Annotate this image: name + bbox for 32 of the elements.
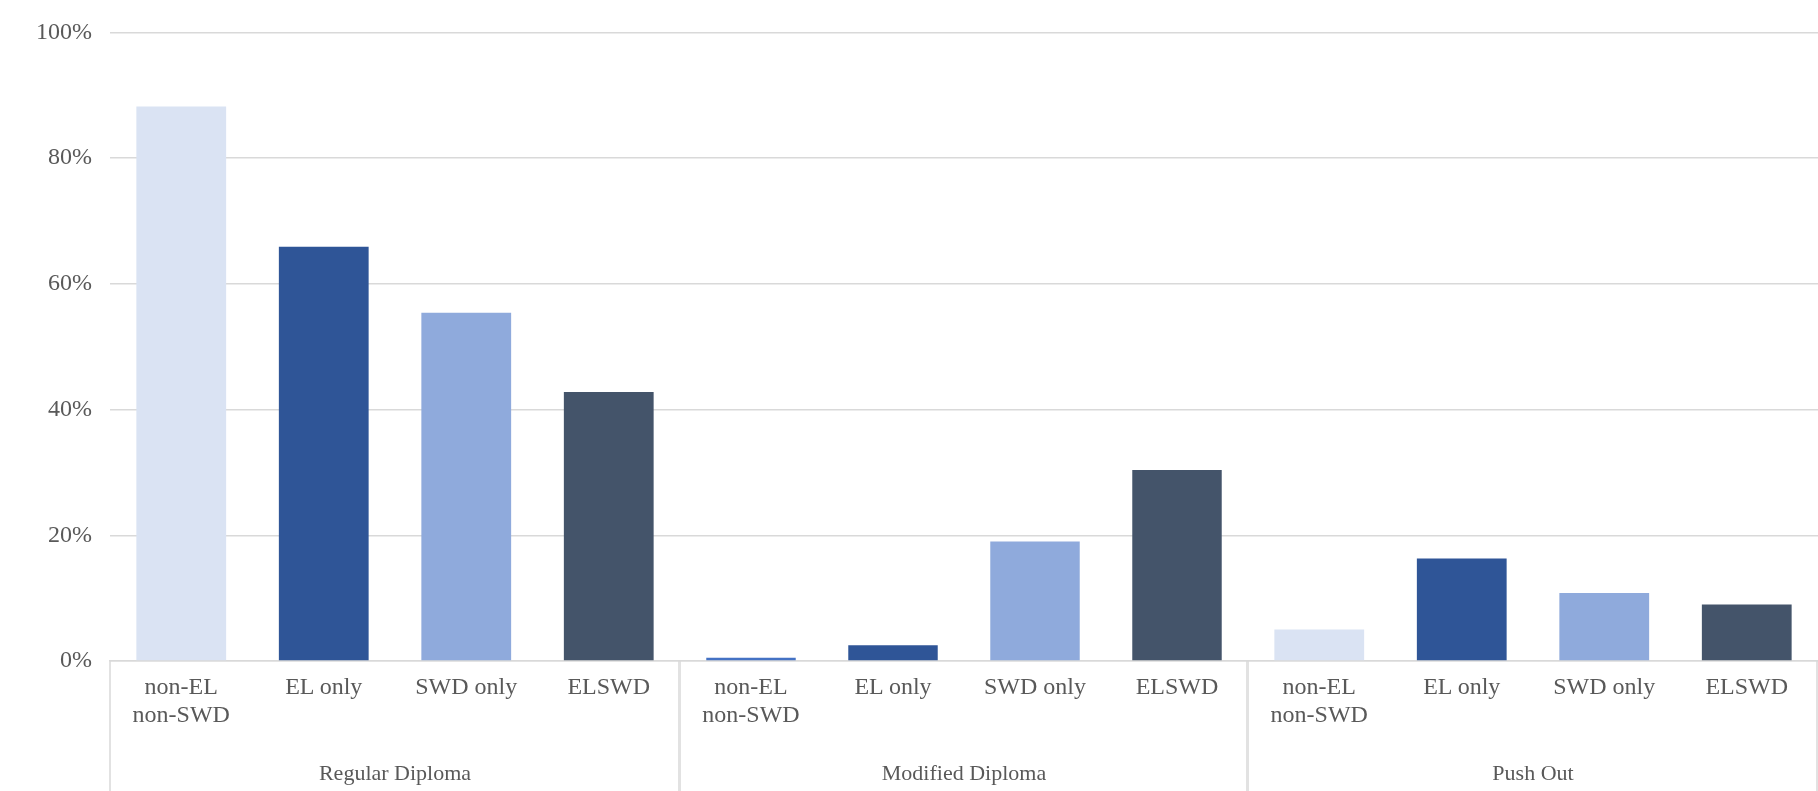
x-tick-label: SWD only (984, 672, 1086, 699)
y-tick-label: 0% (60, 646, 92, 673)
x-axis-title: Regular Diploma (318, 759, 472, 785)
bar (563, 391, 654, 661)
x-tick-label: EL only (285, 672, 363, 699)
y-tick-label: 80% (48, 143, 92, 170)
bar (1701, 604, 1792, 661)
y-tick-label: 20% (48, 520, 92, 547)
bar (136, 106, 227, 661)
x-tick-label: SWD only (415, 672, 518, 699)
bar (848, 645, 938, 661)
x-tick-label: ELSWD (1705, 672, 1789, 699)
bar (278, 246, 369, 661)
x-tick-label: non-EL non-SWD (702, 672, 800, 728)
bar (421, 312, 512, 661)
x-axis-title: Push Out (1492, 759, 1574, 785)
y-tick-label: 60% (48, 269, 92, 296)
bar (990, 541, 1080, 661)
x-tick-label: ELSWD (567, 672, 651, 699)
y-tick-label: 100% (36, 17, 92, 44)
x-tick-label: non-EL non-SWD (1270, 672, 1368, 728)
y-tick-label: 40% (48, 394, 92, 421)
x-axis-title: Modified Diploma (881, 759, 1047, 785)
x-tick-label: EL only (1423, 672, 1501, 699)
x-tick-label: EL only (854, 672, 932, 699)
x-tick-label: non-EL non-SWD (132, 672, 230, 728)
x-tick-label: SWD only (1553, 672, 1656, 699)
bar (1416, 558, 1507, 661)
bar (1132, 469, 1222, 661)
bar (1274, 629, 1365, 661)
x-tick-label: ELSWD (1135, 672, 1219, 699)
bar (1559, 593, 1650, 661)
